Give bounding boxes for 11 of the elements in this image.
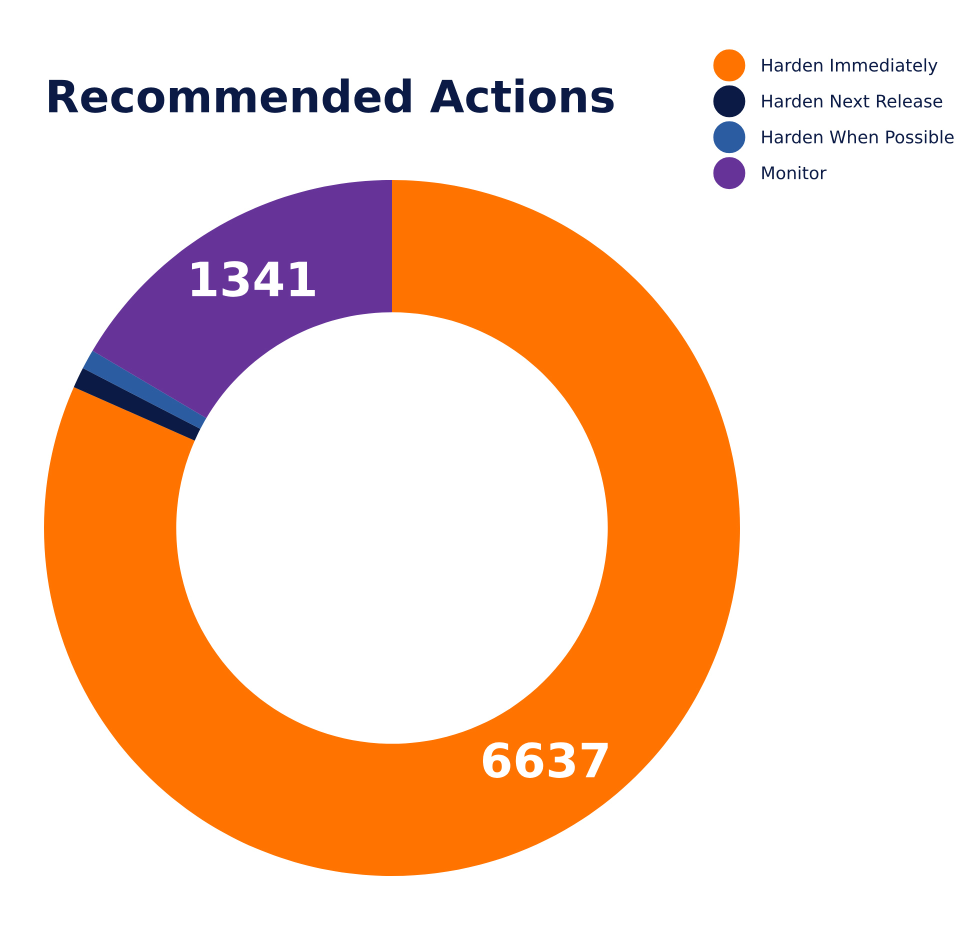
donut-slice [82,350,206,429]
legend-label: Harden Immediately [762,58,938,76]
donut-slice [74,368,200,441]
donut-slice [44,180,740,876]
legend-label: Harden When Possible [762,130,954,144]
donut-slice [92,180,392,418]
legend-label: Monitor [762,166,827,180]
legend-label: Harden Next Release [762,94,942,108]
text: Recommended Actions [49,78,614,113]
data-label: 6637 [482,742,608,778]
data-label: 1341 [192,261,315,297]
